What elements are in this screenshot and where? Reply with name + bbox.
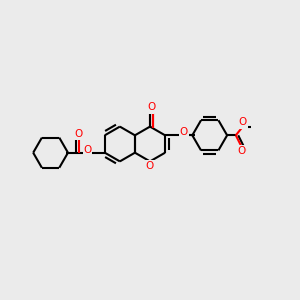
Text: O: O [74,129,82,139]
Text: O: O [148,102,156,112]
Text: O: O [146,103,154,113]
Text: O: O [240,118,247,129]
Text: O: O [83,145,92,155]
Text: O: O [239,117,247,128]
Text: O: O [75,129,83,139]
Text: O: O [146,160,154,170]
Text: O: O [179,127,188,137]
Text: O: O [237,146,245,156]
Text: O: O [83,145,91,155]
Text: O: O [238,146,246,155]
Text: O: O [146,161,154,171]
Text: O: O [181,128,188,138]
